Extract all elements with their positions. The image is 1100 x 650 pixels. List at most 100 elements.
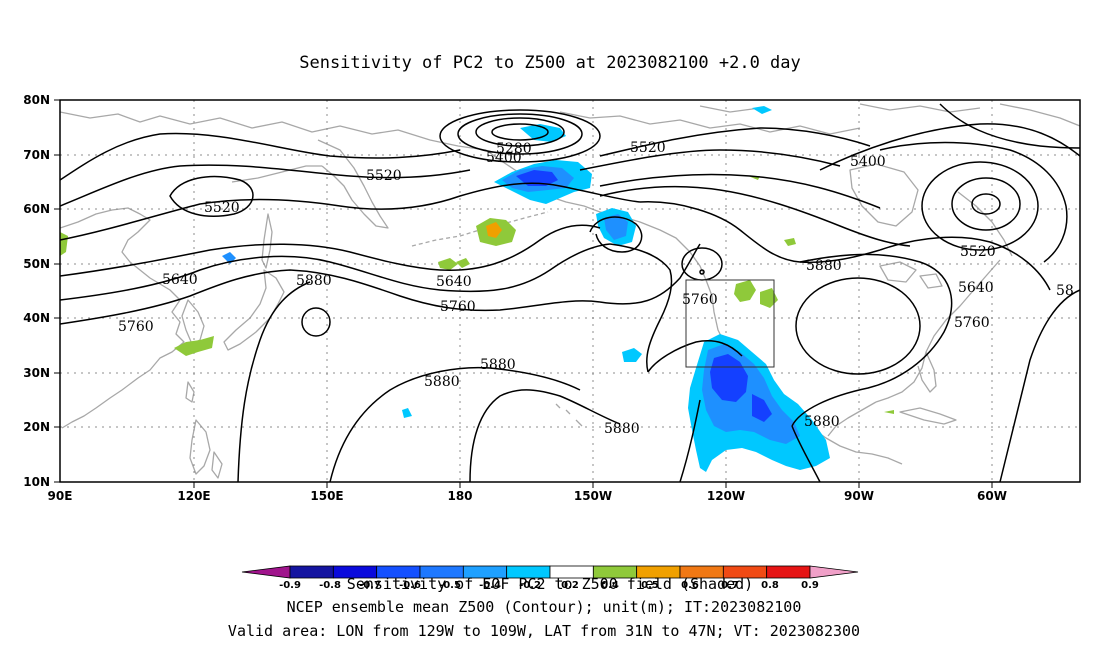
coast-philippines — [189, 419, 223, 479]
colorbar-tick-label: -0.6 — [399, 580, 421, 591]
shade-blue-strong-main — [710, 354, 772, 422]
colorbar-tick-label: -0.2 — [519, 580, 541, 591]
coast-cuba — [899, 407, 957, 425]
shade-orange-dateline — [486, 222, 502, 238]
shade-green-carib — [884, 410, 894, 414]
coast-okhotsk — [231, 165, 322, 183]
coast-siberia-north — [60, 111, 487, 151]
lat-tick-label: 80N — [23, 93, 50, 107]
contour-label: 5640 — [162, 272, 198, 288]
shade-blue-strong-alaska — [516, 170, 558, 186]
colorbar-tick-label: -0.7 — [359, 580, 381, 591]
coast-hawaii — [555, 403, 583, 427]
colorbar-tick-label: 0.4 — [601, 580, 619, 591]
lon-tick-label: 150W — [574, 489, 612, 503]
coast-alaska-north — [559, 111, 861, 135]
lon-tick-label: 60W — [977, 489, 1007, 503]
coast-japan — [223, 269, 285, 351]
contour-label: 5400 — [486, 150, 522, 166]
coast-sakhalin — [261, 213, 273, 269]
coast-great-lakes — [879, 261, 943, 289]
lat-tick-label: 70N — [23, 148, 50, 162]
contour-label: 5640 — [958, 280, 994, 296]
lat-tick-label: 20N — [23, 420, 50, 434]
coast-us-east — [875, 259, 1001, 403]
lon-tick-label: 90W — [844, 489, 874, 503]
axis-tick-marks — [54, 99, 993, 488]
contour-label: 5880 — [424, 374, 460, 390]
contour-label: 5880 — [296, 273, 332, 289]
map-frame — [59, 99, 1081, 483]
shade-blue-mid-goa — [604, 214, 628, 240]
coast-gulf — [827, 401, 877, 437]
colorbar-tick-label: -0.9 — [279, 580, 301, 591]
contour-label: 5880 — [806, 258, 842, 274]
contour-labels: 5280 5400 5520 5520 5400 5520 5520 5640 … — [118, 140, 1074, 437]
contour-label: 5520 — [204, 200, 240, 216]
lon-tick-label: 180 — [447, 489, 472, 503]
contour-label: 5520 — [960, 244, 996, 260]
lat-tick-label: 30N — [23, 366, 50, 380]
contour-label: 5280 — [496, 141, 532, 157]
coast-hudson-bay — [849, 163, 919, 227]
colorbar-tick-label: -0.5 — [439, 580, 461, 591]
coast-aleutians — [411, 211, 549, 247]
coast-greenland — [999, 103, 1080, 127]
lon-tick-label: 120E — [177, 489, 210, 503]
contour-label: 5400 — [850, 154, 886, 170]
contour-label: 5880 — [604, 421, 640, 437]
contour-label: 5880 — [804, 414, 840, 430]
colorbar-tick-label: 0.5 — [641, 580, 659, 591]
map-panel — [60, 100, 1080, 482]
footer-shaded-description: Sensitivity of EOF PC2 to Z500 field (Sh… — [347, 575, 753, 593]
lat-tick-label: 10N — [23, 475, 50, 489]
contour-label: 5520 — [366, 168, 402, 184]
lat-tick-label: 60N — [23, 202, 50, 216]
colorbar-swatch — [766, 565, 811, 579]
footer-valid-area: Valid area: LON from 129W to 109W, LAT f… — [228, 622, 860, 640]
longitude-labels: 90E 120E 150E 180 150W 120W 90W 60W — [48, 489, 1007, 503]
coast-kamchatka — [317, 139, 389, 229]
shade-blue-hawaii — [622, 348, 642, 362]
colorbar-swatch — [289, 565, 334, 579]
contour-label: 5640 — [436, 274, 472, 290]
shade-green-box — [734, 280, 778, 308]
contour-label: 5760 — [682, 292, 718, 308]
contour-label: 5760 — [118, 319, 154, 335]
colorbar-tick-label: 0.2 — [561, 580, 579, 591]
shade-blue-arctic — [520, 124, 566, 142]
colorbar-tick-label: -0.4 — [479, 580, 501, 591]
shade-green-canada — [748, 176, 796, 246]
valid-area-box — [685, 279, 775, 368]
colorbar-tick-label: 0.9 — [801, 580, 819, 591]
figure-title: Sensitivity of PC2 to Z500 at 2023082100… — [299, 53, 801, 73]
lon-tick-label: 120W — [707, 489, 745, 503]
footer-contour-description: NCEP ensemble mean Z500 (Contour); unit(… — [287, 598, 802, 616]
contour-label: 5760 — [954, 315, 990, 331]
lon-tick-label: 90E — [48, 489, 73, 503]
colorbar-low-arrow — [241, 565, 291, 579]
contour-label: 5760 — [440, 299, 476, 315]
contour-label: 5520 — [630, 140, 666, 156]
shade-blue-arctic-2 — [752, 106, 772, 114]
shaded-sensitivity — [60, 106, 894, 472]
colorbar-tick-label: 0.8 — [761, 580, 779, 591]
colorbar-tick-label: 0.7 — [721, 580, 739, 591]
coast-arctic-islands — [699, 103, 981, 113]
colorbar-high-arrow — [809, 565, 859, 579]
shade-blue-tiny — [402, 408, 412, 418]
coast-taiwan — [185, 381, 195, 403]
lon-tick-label: 150E — [310, 489, 343, 503]
shade-green-japan — [174, 336, 214, 356]
contour-label: 5880 — [480, 357, 516, 373]
colorbar-tick-label: -0.8 — [319, 580, 341, 591]
z500-contours — [60, 103, 1080, 482]
lat-tick-label: 40N — [23, 311, 50, 325]
latitude-labels: 80N 70N 60N 50N 40N 30N 20N 10N — [23, 93, 50, 489]
colorbar: -0.9 -0.8 -0.7 -0.6 -0.5 -0.4 -0.2 0.2 0.4 0.5 0.6… — [241, 565, 859, 591]
contour-label: 58 — [1056, 283, 1074, 299]
colorbar-tick-label: 0.6 — [681, 580, 699, 591]
coast-florida — [917, 351, 937, 393]
lat-tick-label: 50N — [23, 257, 50, 271]
